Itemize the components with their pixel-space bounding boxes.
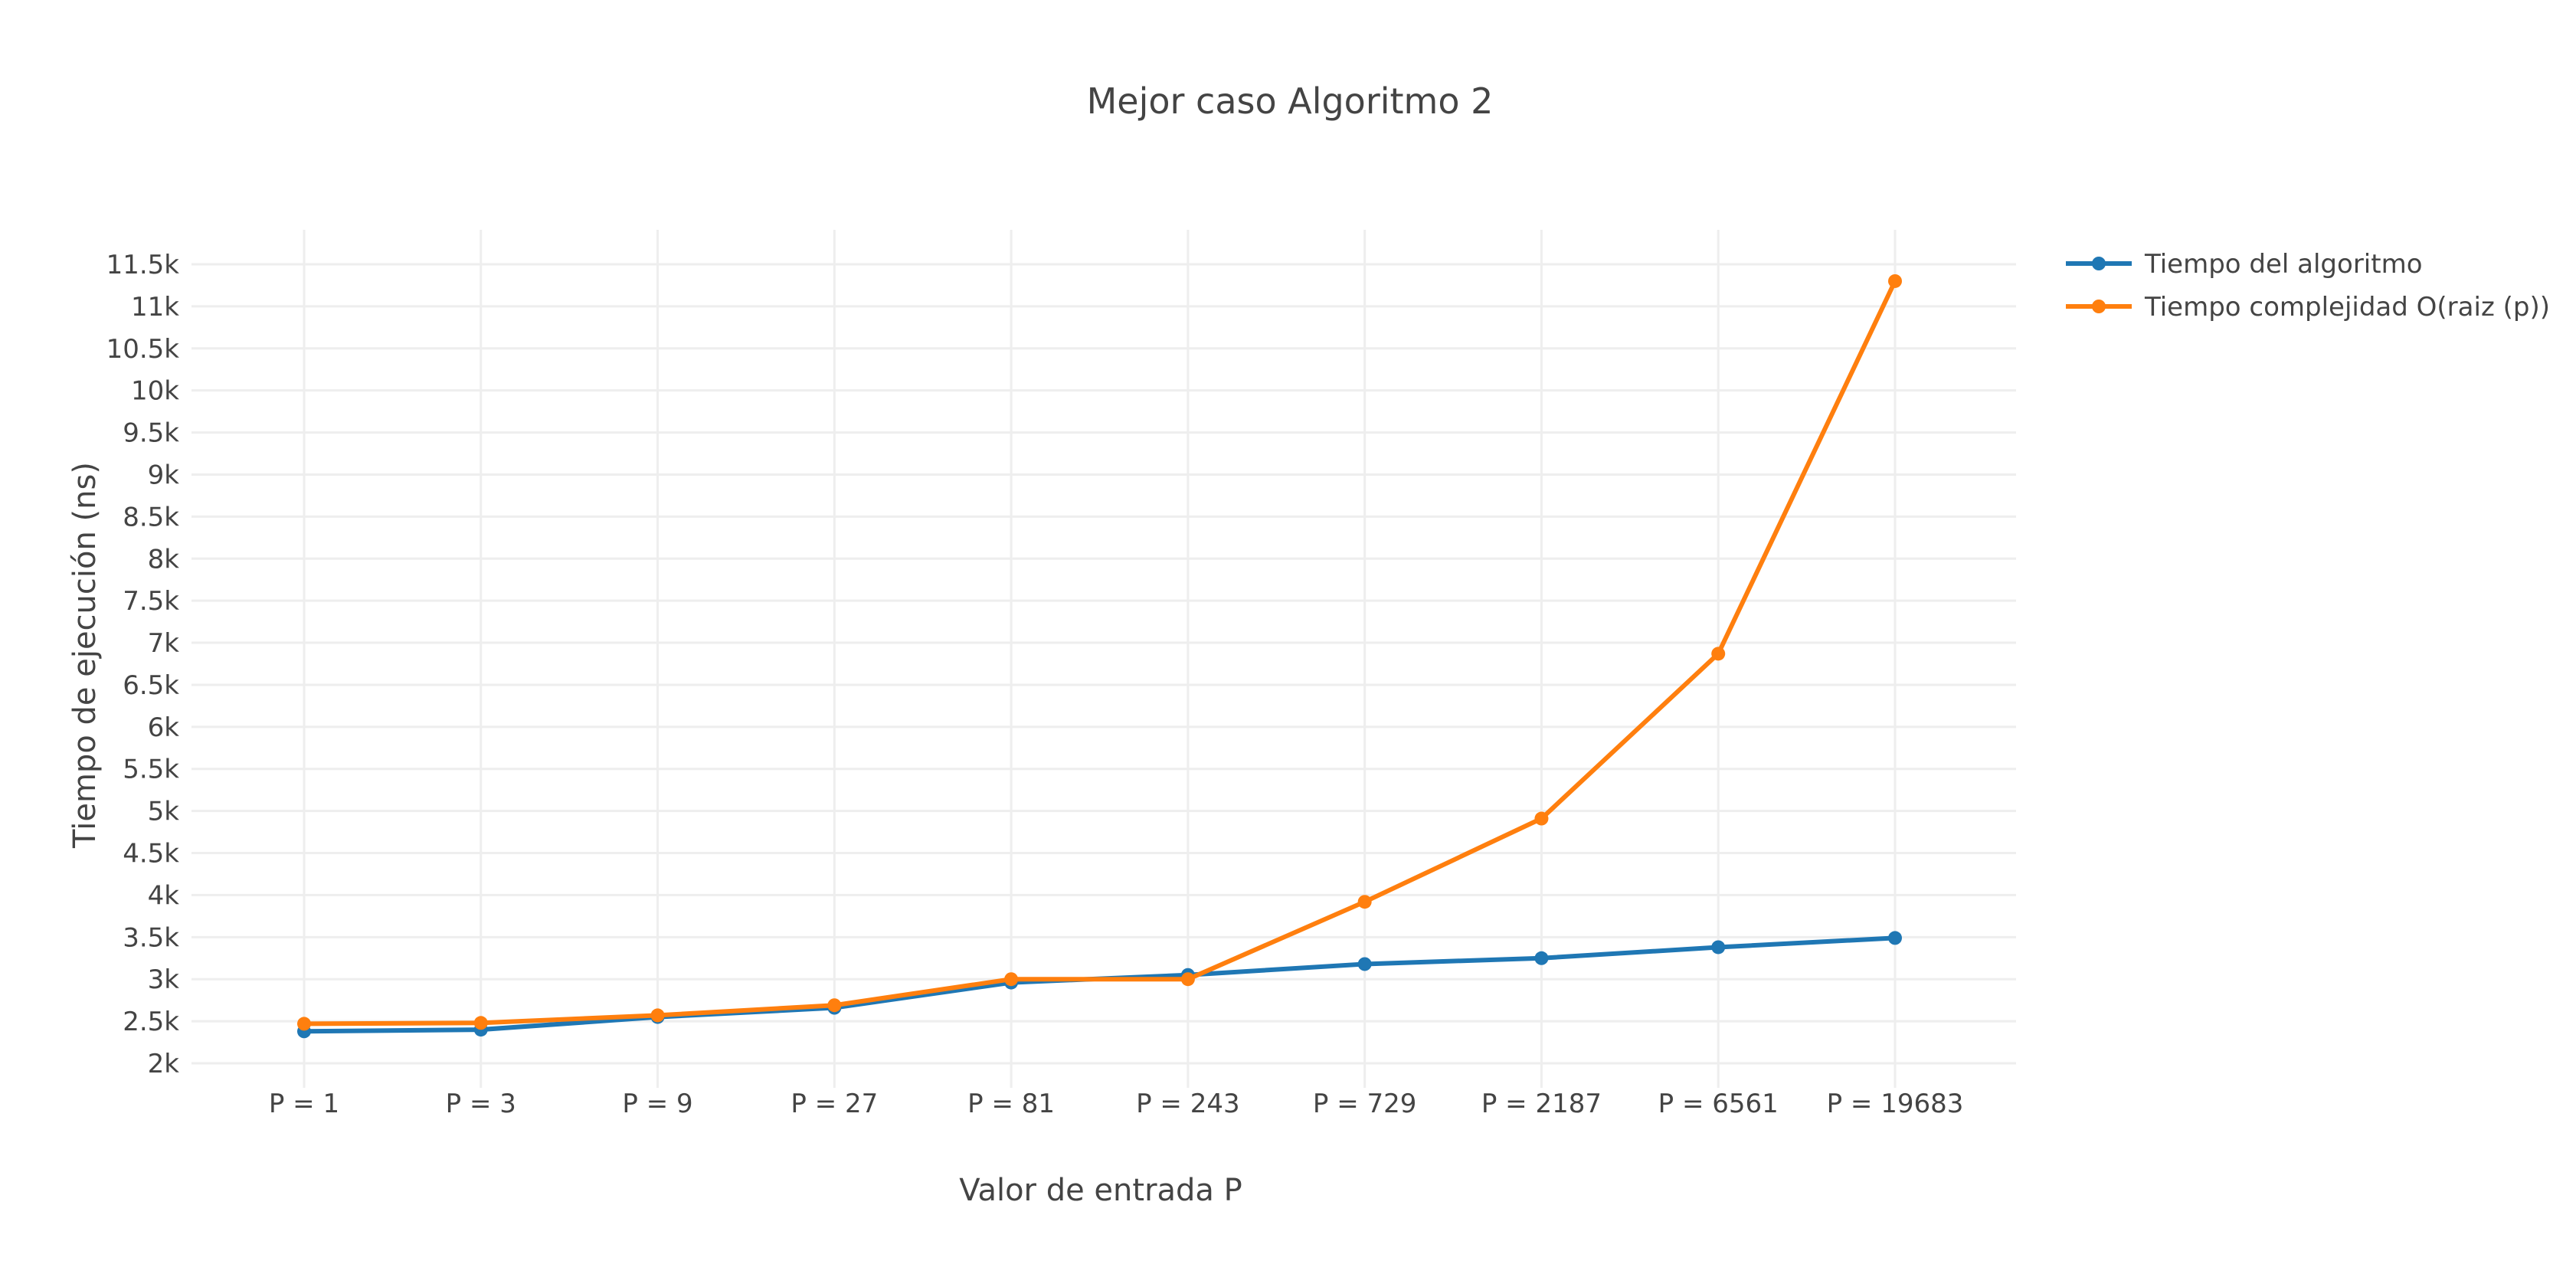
data-point[interactable]	[827, 998, 842, 1013]
series-line	[302, 278, 1897, 1027]
y-tick-label: 8.5k	[123, 502, 179, 532]
series-line	[302, 935, 1897, 1034]
y-tick-label: 2k	[148, 1049, 180, 1079]
y-tick-labels: 2k 2.5k 3k 3.5k 4k 4.5k 5k 5.5k 6k 6.5k 7k 7.5k 8k 8.…	[106, 250, 180, 1079]
y-gridlines	[191, 263, 2016, 1065]
x-gridlines	[303, 230, 1897, 1088]
x-tick-label: P = 19683	[1827, 1089, 1964, 1119]
y-tick-label: 6k	[148, 712, 180, 743]
data-point[interactable]	[1180, 972, 1195, 987]
data-point[interactable]	[1711, 647, 1726, 661]
x-tick-label: P = 9	[622, 1089, 692, 1119]
x-axis-title: Valor de entrada P	[959, 1173, 1242, 1208]
y-tick-label: 3k	[148, 964, 180, 995]
legend-label-complejidad: Tiempo complejidad O(raiz (p))	[2144, 292, 2550, 323]
y-tick-label: 11.5k	[106, 250, 180, 280]
x-tick-label: P = 27	[790, 1089, 878, 1119]
y-tick-label: 3.5k	[123, 922, 179, 953]
legend-marker-algoritmo	[2092, 257, 2106, 270]
data-point[interactable]	[650, 1008, 665, 1023]
y-tick-label: 4.5k	[123, 839, 179, 869]
x-tick-labels: P = 1 P = 3 P = 9 P = 27 P = 81 P = 243 P = 72…	[269, 1089, 1964, 1119]
y-tick-label: 2.5k	[123, 1007, 179, 1037]
data-point[interactable]	[1534, 811, 1549, 826]
x-tick-label: P = 729	[1313, 1089, 1417, 1119]
y-tick-label: 5k	[148, 797, 180, 827]
legend-label-algoritmo: Tiempo del algoritmo	[2144, 249, 2423, 280]
y-tick-label: 6.5k	[123, 670, 179, 701]
x-tick-label: P = 3	[446, 1089, 516, 1119]
chart-title: Mejor caso Algoritmo 2	[1087, 80, 1494, 122]
data-point[interactable]	[473, 1016, 488, 1030]
series-group	[297, 273, 1902, 1039]
y-tick-label: 10.5k	[106, 334, 180, 365]
legend-item-algoritmo[interactable]: Tiempo del algoritmo	[2066, 249, 2423, 280]
y-tick-label: 10k	[131, 376, 179, 407]
y-tick-label: 7k	[148, 628, 180, 659]
data-point[interactable]	[1888, 273, 1902, 288]
x-tick-label: P = 2187	[1481, 1089, 1602, 1119]
data-point[interactable]	[1357, 895, 1372, 909]
legend-marker-complejidad	[2092, 300, 2106, 313]
data-point[interactable]	[297, 1017, 311, 1031]
x-tick-label: P = 243	[1136, 1089, 1240, 1119]
series-2	[297, 273, 1902, 1031]
y-tick-label: 9.5k	[123, 418, 179, 449]
legend-item-complejidad[interactable]: Tiempo complejidad O(raiz (p))	[2066, 292, 2550, 323]
y-tick-label: 4k	[148, 880, 180, 911]
x-tick-label: P = 81	[967, 1089, 1055, 1119]
y-tick-label: 7.5k	[123, 586, 179, 617]
y-axis-title: Tiempo de ejecución (ns)	[67, 462, 103, 849]
data-point[interactable]	[1004, 972, 1019, 987]
y-tick-label: 5.5k	[123, 755, 179, 785]
data-point[interactable]	[1711, 940, 1726, 955]
y-tick-label: 8k	[148, 544, 180, 575]
data-point[interactable]	[1534, 951, 1549, 965]
y-tick-label: 11k	[131, 292, 179, 323]
data-point[interactable]	[1888, 931, 1902, 945]
y-tick-label: 9k	[148, 460, 180, 490]
x-tick-label: P = 6561	[1658, 1089, 1779, 1119]
data-point[interactable]	[1357, 957, 1372, 971]
legend: Tiempo del algoritmo Tiempo complejidad …	[2066, 249, 2550, 323]
x-tick-label: P = 1	[269, 1089, 339, 1119]
